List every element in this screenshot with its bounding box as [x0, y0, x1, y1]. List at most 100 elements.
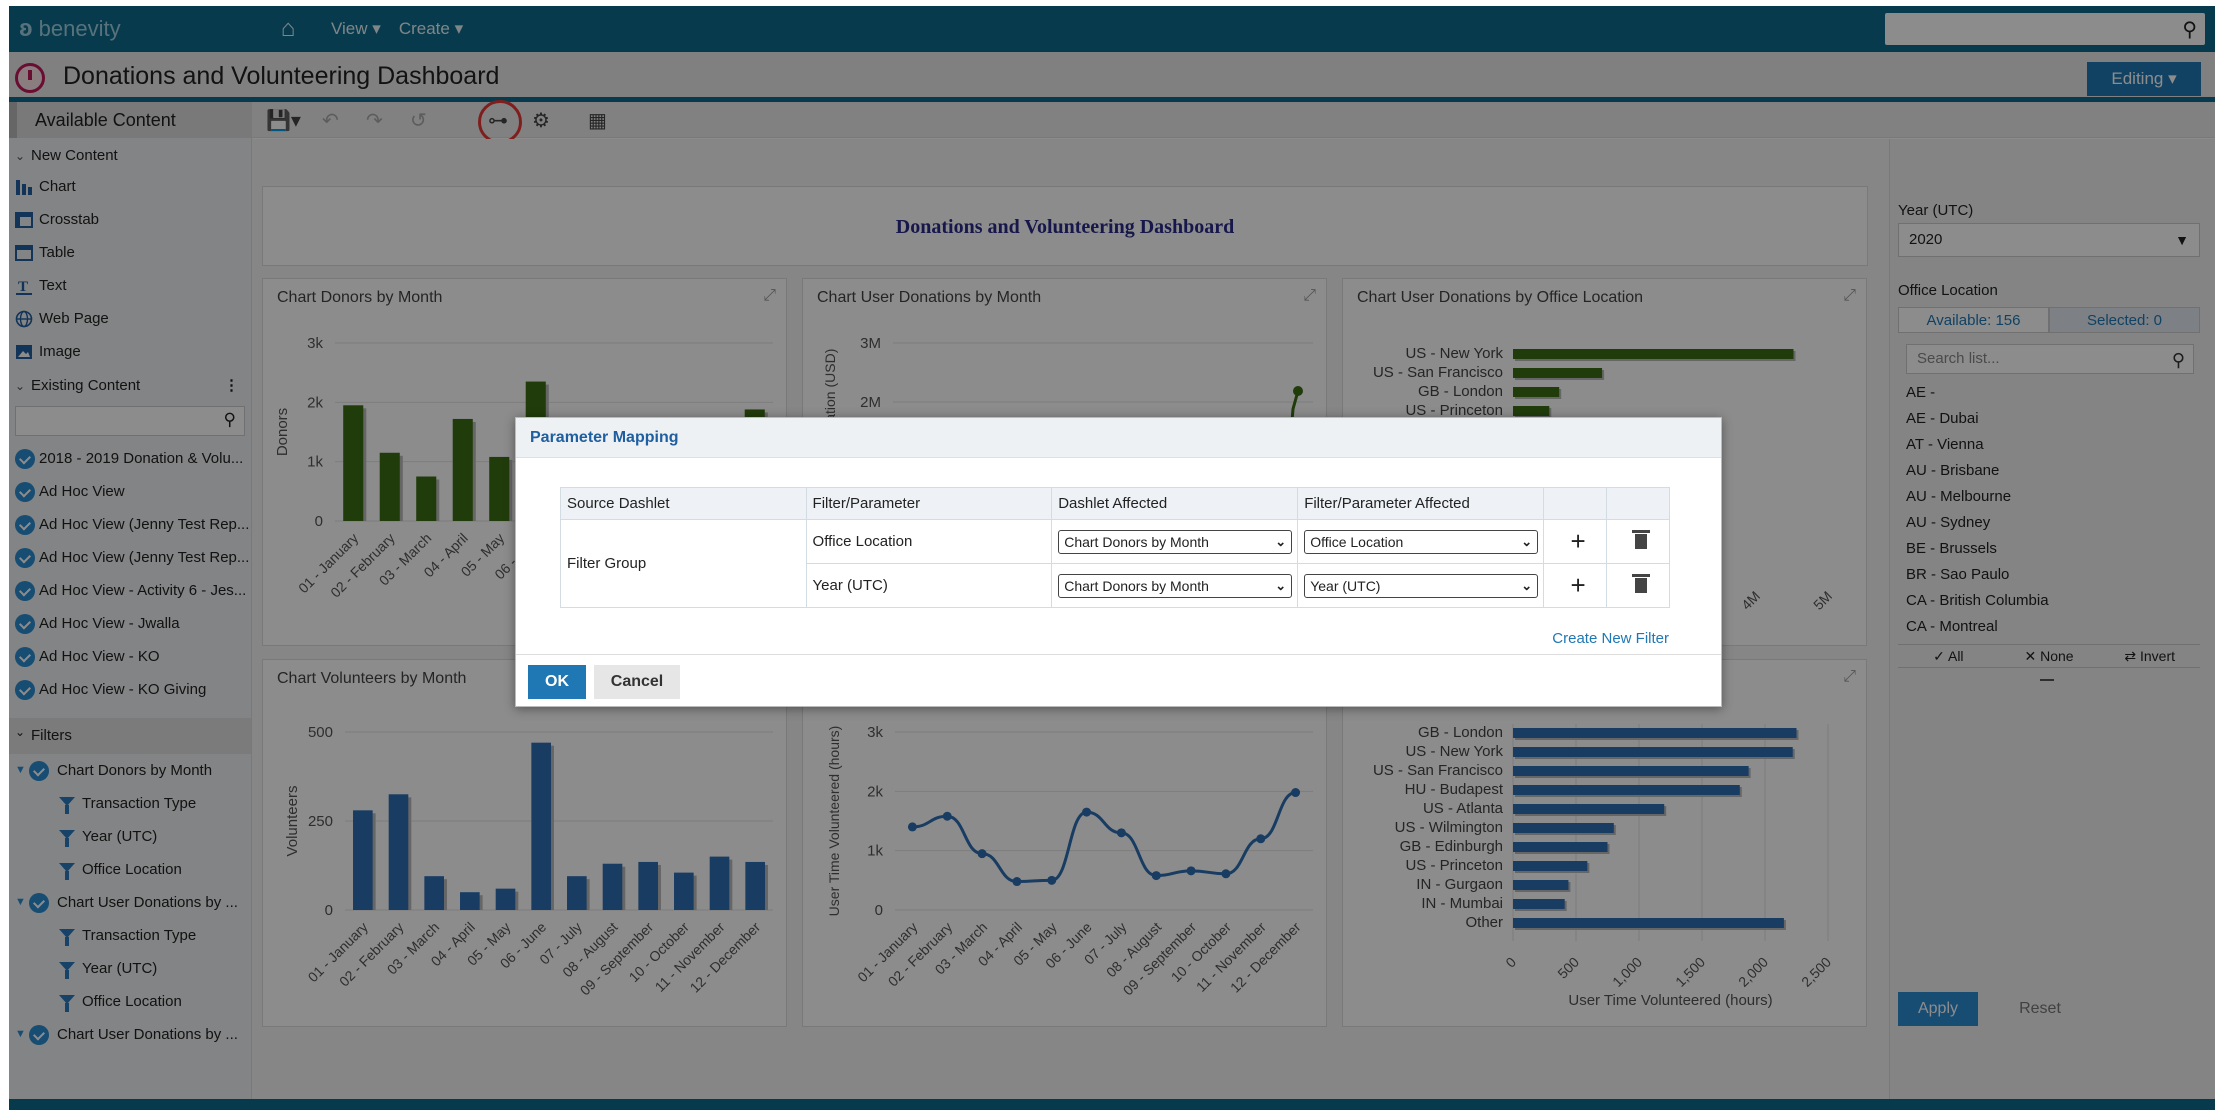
select-none-button[interactable]: ✕ None: [2024, 648, 2074, 664]
brand-logo[interactable]: ʚ benevity: [19, 15, 259, 43]
office-list-item[interactable]: AU - Melbourne: [1906, 488, 2012, 505]
office-list-item[interactable]: BE - Brussels: [1906, 540, 1997, 557]
existing-content-item[interactable]: 2018 - 2019 Donation & Volu...: [9, 442, 251, 475]
existing-content-search-input[interactable]: ⚲: [15, 406, 245, 436]
search-icon[interactable]: ⚲: [2171, 350, 2185, 370]
collapse-icon[interactable]: ▼: [15, 764, 26, 776]
office-list-item[interactable]: AE - Dubai: [1906, 410, 1979, 427]
new-crosstab-item[interactable]: Crosstab: [9, 203, 251, 236]
filter-affected-select[interactable]: Office Location ⌄: [1304, 529, 1539, 554]
dashlet-affected-select[interactable]: Chart Donors by Month ⌄: [1058, 529, 1293, 554]
grid-icon[interactable]: ▦: [588, 110, 607, 132]
home-icon[interactable]: ⌂: [280, 15, 296, 42]
tab-selected[interactable]: Selected: 0: [2049, 307, 2200, 333]
chart-title: Chart Volunteers by Month: [277, 670, 467, 687]
redo-icon[interactable]: ↷: [366, 110, 383, 132]
cancel-button[interactable]: Cancel: [594, 665, 680, 699]
filter-item[interactable]: Transaction Type: [9, 787, 251, 820]
new-image-item[interactable]: Image: [9, 335, 251, 368]
office-list-item[interactable]: AT - Vienna: [1906, 436, 1984, 453]
existing-content-item[interactable]: Ad Hoc View - Activity 6 - Jes...: [9, 574, 251, 607]
filter-dashlet-item[interactable]: ▼ Chart User Donations by ...: [9, 886, 251, 919]
gear-icon[interactable]: ⚙: [532, 110, 550, 132]
undo-all-icon[interactable]: ↺: [410, 110, 427, 132]
existing-content-item[interactable]: Ad Hoc View - KO: [9, 640, 251, 673]
filter-item[interactable]: Office Location: [9, 853, 251, 886]
select-all-button[interactable]: ✓ All: [1933, 648, 1964, 664]
chart-volunteers-by-month[interactable]: Chart Volunteers by Month 500 250 0 Volunte…: [262, 659, 787, 1027]
y-tick-label: US - San Francisco: [1373, 762, 1503, 779]
add-row-icon[interactable]: +: [1543, 563, 1608, 608]
chart-title: Chart User Donations by Office Location: [1357, 289, 1644, 306]
existing-content-item[interactable]: Ad Hoc View (Jenny Test Rep...: [9, 541, 251, 574]
filter-dashlet-item[interactable]: ▼ Chart User Donations by ...: [9, 1018, 251, 1051]
new-content-section[interactable]: ⌄ New Content: [15, 147, 118, 164]
trash-icon: [1632, 574, 1651, 593]
office-list-item[interactable]: CA - British Columbia: [1906, 592, 2049, 609]
search-icon[interactable]: ⚲: [223, 410, 236, 429]
expand-icon[interactable]: ⤢: [1843, 668, 1856, 685]
editing-dropdown-button[interactable]: Editing ▾: [2087, 62, 2201, 96]
global-search-input[interactable]: ⚲: [1885, 13, 2205, 45]
new-table-item[interactable]: Table: [9, 236, 251, 269]
existing-content-item[interactable]: Ad Hoc View: [9, 475, 251, 508]
data-point: [1012, 877, 1022, 887]
filter-item[interactable]: Year (UTC): [9, 952, 251, 985]
chevron-down-icon: ⌄: [1521, 533, 1533, 549]
filter-item[interactable]: Office Location: [9, 985, 251, 1018]
create-new-filter-link[interactable]: Create New Filter: [1552, 630, 1669, 647]
reset-button[interactable]: Reset: [2019, 1000, 2061, 1017]
filter-affected-select[interactable]: Year (UTC) ⌄: [1304, 573, 1539, 598]
chart-user-time-volunteered[interactable]: 3k 2k 1k 0 User Time Volunteered (hours) 01 -…: [802, 659, 1327, 1027]
tab-available[interactable]: Available: 156: [1898, 307, 2049, 333]
create-menu[interactable]: Create ▾: [398, 19, 464, 38]
panel-header[interactable]: Available Content: [9, 102, 251, 138]
delete-row-button[interactable]: [1606, 519, 1670, 564]
invert-button[interactable]: ⇄ Invert: [2124, 648, 2175, 664]
dashlet-affected-select[interactable]: Chart Donors by Month ⌄: [1058, 573, 1293, 598]
new-web-page-item[interactable]: Web Page: [9, 302, 251, 335]
data-point: [1293, 386, 1303, 396]
filter-item[interactable]: Year (UTC): [9, 820, 251, 853]
more-options-icon[interactable]: ⋮: [224, 377, 239, 394]
office-list-item[interactable]: CA - Montreal: [1906, 618, 1998, 635]
existing-content-item[interactable]: Ad Hoc View - KO Giving: [9, 673, 251, 706]
filters-section[interactable]: ⌄ Filters: [9, 718, 251, 754]
undo-icon[interactable]: ↶: [322, 110, 339, 132]
expand-icon[interactable]: ⤢: [1303, 287, 1316, 304]
expand-icon[interactable]: ⤢: [1843, 287, 1856, 304]
new-text-item[interactable]: T Text: [9, 269, 251, 302]
existing-content-item[interactable]: Ad Hoc View (Jenny Test Rep...: [9, 508, 251, 541]
search-icon[interactable]: ⚲: [2182, 19, 2197, 41]
existing-content-section[interactable]: ⌄ Existing Content ⋮: [9, 372, 251, 400]
view-menu[interactable]: View ▾: [331, 19, 381, 38]
existing-content-item[interactable]: Ad Hoc View - Jwalla: [9, 607, 251, 640]
office-list-item[interactable]: BR - Sao Paulo: [1906, 566, 2010, 583]
chart-time-by-office[interactable]: ⤢ 0 500 1,000 1,500 2,000 2,500 GB - London US …: [1342, 659, 1867, 1027]
y-tick-label: US - New York: [1405, 345, 1503, 362]
office-list-item[interactable]: AU - Brisbane: [1906, 462, 2000, 479]
bottom-bar: [9, 1099, 2215, 1110]
resize-handle[interactable]: [2040, 679, 2054, 681]
delete-row-button[interactable]: [1606, 563, 1670, 608]
office-filter-label: Office Location: [1898, 282, 1998, 299]
office-list-item[interactable]: AU - Sydney: [1906, 514, 1991, 531]
apply-button[interactable]: Apply: [1898, 992, 1978, 1026]
save-icon[interactable]: 💾▾: [266, 110, 301, 132]
add-row-icon[interactable]: +: [1543, 519, 1608, 564]
collapse-icon[interactable]: ▼: [15, 896, 26, 908]
ad-hoc-view-icon: [15, 548, 35, 568]
year-select[interactable]: 2020 ▼: [1898, 223, 2200, 257]
ok-button[interactable]: OK: [528, 665, 586, 699]
y-tick-label: US - Wilmington: [1395, 819, 1503, 836]
office-search-input[interactable]: Search list... ⚲: [1906, 344, 2194, 374]
filter-dashlet-item[interactable]: ▼ Chart Donors by Month: [9, 754, 251, 787]
filter-item[interactable]: Transaction Type: [9, 919, 251, 952]
expand-icon[interactable]: ⤢: [763, 287, 776, 304]
office-list-item[interactable]: AE -: [1906, 384, 1936, 401]
collapse-icon[interactable]: ▼: [15, 1028, 26, 1040]
available-content-panel: Available Content ⌄ New Content Chart Cro…: [9, 102, 252, 1106]
new-chart-item[interactable]: Chart: [9, 170, 251, 203]
